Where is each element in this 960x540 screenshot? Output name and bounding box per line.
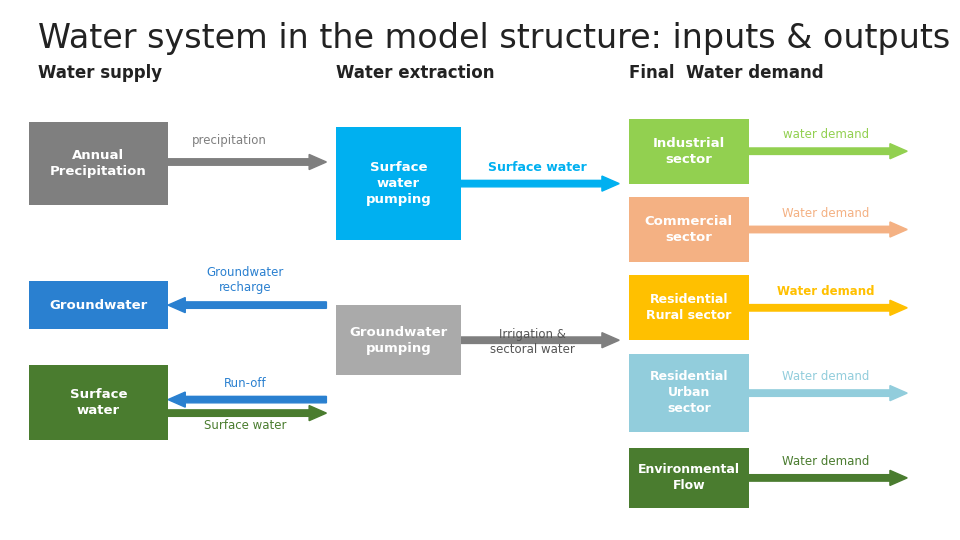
FancyBboxPatch shape <box>629 119 749 184</box>
Text: Water demand: Water demand <box>781 455 870 468</box>
FancyArrow shape <box>168 298 326 313</box>
Text: Surface
water: Surface water <box>70 388 127 417</box>
Text: water demand: water demand <box>782 129 869 141</box>
FancyBboxPatch shape <box>29 364 168 440</box>
FancyBboxPatch shape <box>629 354 749 432</box>
FancyBboxPatch shape <box>629 448 749 508</box>
Text: Environmental
Flow: Environmental Flow <box>637 463 740 492</box>
FancyBboxPatch shape <box>29 122 168 205</box>
Text: Surface water: Surface water <box>204 419 286 432</box>
Text: Annual
Precipitation: Annual Precipitation <box>50 149 147 178</box>
Text: Groundwater: Groundwater <box>49 299 148 312</box>
FancyArrow shape <box>461 333 619 348</box>
Text: Water extraction: Water extraction <box>336 64 494 82</box>
FancyArrow shape <box>749 300 907 315</box>
FancyArrow shape <box>749 222 907 237</box>
FancyArrow shape <box>749 386 907 401</box>
Text: Residential
Rural sector: Residential Rural sector <box>646 293 732 322</box>
FancyArrow shape <box>749 470 907 485</box>
Text: Final  Water demand: Final Water demand <box>629 64 824 82</box>
Text: Run-off: Run-off <box>224 377 266 390</box>
Text: Surface
water
pumping: Surface water pumping <box>366 161 431 206</box>
Text: Industrial
sector: Industrial sector <box>653 137 725 166</box>
Text: Groundwater
recharge: Groundwater recharge <box>206 266 283 294</box>
FancyArrow shape <box>461 176 619 191</box>
Text: Residential
Urban
sector: Residential Urban sector <box>650 370 728 415</box>
FancyBboxPatch shape <box>336 305 461 375</box>
Text: precipitation: precipitation <box>192 134 267 147</box>
Text: Groundwater
pumping: Groundwater pumping <box>349 326 447 355</box>
Text: Commercial
sector: Commercial sector <box>645 215 732 244</box>
FancyBboxPatch shape <box>336 127 461 240</box>
FancyArrow shape <box>168 392 326 407</box>
FancyArrow shape <box>168 154 326 170</box>
FancyBboxPatch shape <box>29 281 168 329</box>
FancyBboxPatch shape <box>629 275 749 340</box>
FancyArrow shape <box>168 406 326 421</box>
Text: Surface water: Surface water <box>489 161 587 174</box>
Text: Water demand: Water demand <box>777 285 875 298</box>
Text: Water demand: Water demand <box>781 207 870 220</box>
FancyArrow shape <box>749 144 907 159</box>
Text: Water supply: Water supply <box>38 64 162 82</box>
Text: Water demand: Water demand <box>781 370 870 383</box>
Text: Irrigation &
sectoral water: Irrigation & sectoral water <box>491 328 575 356</box>
FancyBboxPatch shape <box>629 197 749 262</box>
Text: Water system in the model structure: inputs & outputs: Water system in the model structure: inp… <box>38 22 950 55</box>
